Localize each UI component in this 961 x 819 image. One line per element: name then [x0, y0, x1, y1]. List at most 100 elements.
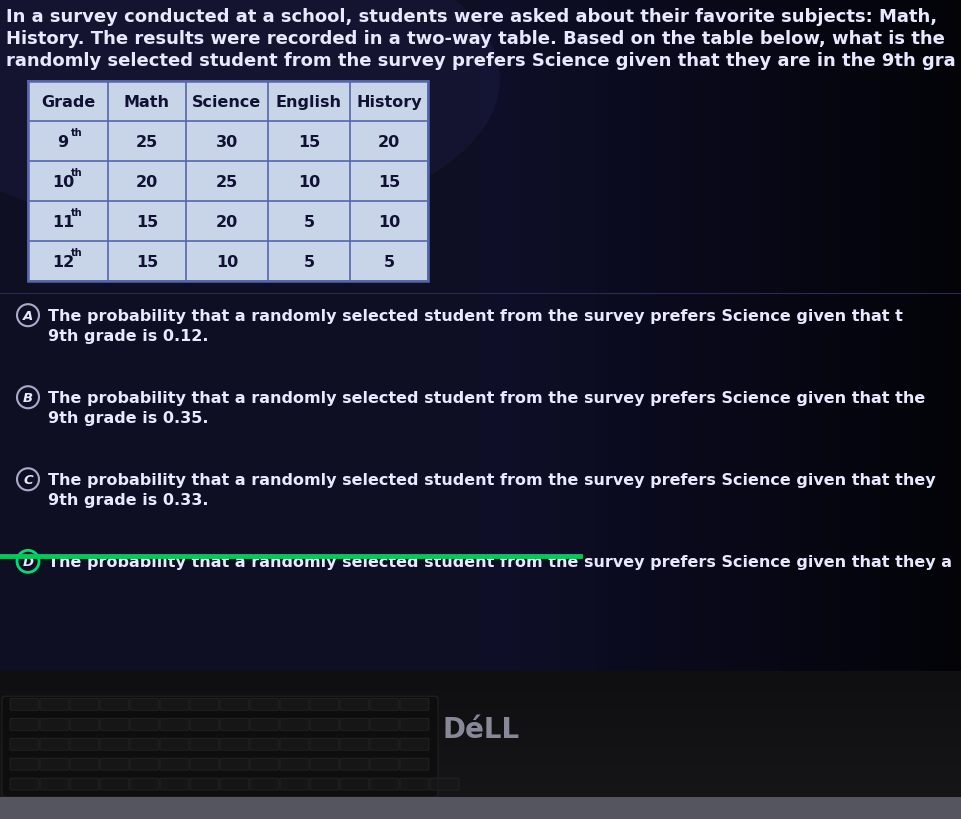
FancyBboxPatch shape [40, 758, 69, 770]
FancyBboxPatch shape [10, 738, 39, 750]
Text: 10: 10 [378, 215, 400, 229]
Text: 25: 25 [136, 134, 158, 149]
FancyBboxPatch shape [309, 778, 338, 790]
FancyBboxPatch shape [70, 718, 99, 731]
FancyBboxPatch shape [250, 699, 279, 710]
Text: 20: 20 [378, 134, 400, 149]
FancyBboxPatch shape [220, 778, 249, 790]
Text: 20: 20 [136, 174, 158, 189]
FancyBboxPatch shape [250, 758, 279, 770]
FancyBboxPatch shape [10, 758, 39, 770]
Text: Grade: Grade [40, 94, 95, 110]
FancyBboxPatch shape [370, 778, 399, 790]
FancyBboxPatch shape [0, 797, 961, 819]
Text: 10: 10 [215, 255, 238, 269]
Text: The probability that a randomly selected student from the survey prefers Science: The probability that a randomly selected… [48, 391, 924, 405]
Text: 15: 15 [136, 255, 158, 269]
Ellipse shape [0, 0, 500, 230]
Text: 10: 10 [298, 174, 320, 189]
FancyBboxPatch shape [370, 758, 399, 770]
FancyBboxPatch shape [190, 738, 219, 750]
FancyBboxPatch shape [130, 758, 159, 770]
FancyBboxPatch shape [40, 738, 69, 750]
FancyBboxPatch shape [10, 699, 39, 710]
FancyBboxPatch shape [370, 738, 399, 750]
FancyBboxPatch shape [250, 778, 279, 790]
FancyBboxPatch shape [370, 718, 399, 731]
Text: 9: 9 [58, 134, 68, 149]
FancyBboxPatch shape [220, 718, 249, 731]
Text: 10: 10 [52, 174, 74, 189]
FancyBboxPatch shape [2, 696, 437, 797]
FancyBboxPatch shape [70, 699, 99, 710]
FancyBboxPatch shape [70, 738, 99, 750]
Text: th: th [71, 168, 83, 178]
Text: 25: 25 [215, 174, 238, 189]
FancyBboxPatch shape [339, 718, 369, 731]
FancyBboxPatch shape [280, 738, 308, 750]
Text: 30: 30 [215, 134, 238, 149]
Text: The probability that a randomly selected student from the survey prefers Science: The probability that a randomly selected… [48, 473, 935, 487]
FancyBboxPatch shape [190, 758, 219, 770]
FancyBboxPatch shape [10, 778, 39, 790]
Text: History: History [356, 94, 421, 110]
Text: 12: 12 [52, 255, 74, 269]
FancyBboxPatch shape [160, 699, 188, 710]
FancyBboxPatch shape [339, 758, 369, 770]
Text: History. The results were recorded in a two-way table. Based on the table below,: History. The results were recorded in a … [6, 30, 944, 48]
FancyBboxPatch shape [100, 718, 129, 731]
Text: 11: 11 [52, 215, 74, 229]
FancyBboxPatch shape [130, 778, 159, 790]
FancyBboxPatch shape [400, 758, 429, 770]
FancyBboxPatch shape [160, 738, 188, 750]
Text: C: C [23, 473, 33, 486]
FancyBboxPatch shape [339, 778, 369, 790]
FancyBboxPatch shape [400, 738, 429, 750]
Text: 9th grade is 0.12.: 9th grade is 0.12. [48, 328, 209, 344]
FancyBboxPatch shape [250, 738, 279, 750]
Text: th: th [71, 128, 83, 138]
FancyBboxPatch shape [130, 699, 159, 710]
FancyBboxPatch shape [309, 699, 338, 710]
Text: The probability that a randomly selected student from the survey prefers Science: The probability that a randomly selected… [48, 554, 951, 570]
Text: 5: 5 [383, 255, 394, 269]
Text: English: English [276, 94, 342, 110]
FancyBboxPatch shape [130, 738, 159, 750]
FancyBboxPatch shape [339, 699, 369, 710]
FancyBboxPatch shape [100, 758, 129, 770]
FancyBboxPatch shape [160, 758, 188, 770]
FancyBboxPatch shape [370, 699, 399, 710]
Text: A: A [23, 310, 33, 323]
FancyBboxPatch shape [309, 758, 338, 770]
Text: 9th grade is 0.35.: 9th grade is 0.35. [48, 411, 209, 426]
FancyBboxPatch shape [100, 738, 129, 750]
FancyBboxPatch shape [40, 699, 69, 710]
FancyBboxPatch shape [40, 718, 69, 731]
Text: th: th [71, 208, 83, 218]
FancyBboxPatch shape [280, 778, 308, 790]
FancyBboxPatch shape [70, 758, 99, 770]
Text: DéLL: DéLL [442, 715, 519, 744]
Text: D: D [22, 555, 34, 568]
FancyBboxPatch shape [280, 758, 308, 770]
FancyBboxPatch shape [160, 778, 188, 790]
FancyBboxPatch shape [10, 718, 39, 731]
FancyBboxPatch shape [400, 778, 429, 790]
FancyBboxPatch shape [400, 718, 429, 731]
FancyBboxPatch shape [70, 778, 99, 790]
Text: In a survey conducted at a school, students were asked about their favorite subj: In a survey conducted at a school, stude… [6, 8, 936, 26]
Text: 5: 5 [303, 255, 314, 269]
Text: 15: 15 [136, 215, 158, 229]
FancyBboxPatch shape [160, 718, 188, 731]
FancyBboxPatch shape [220, 699, 249, 710]
Text: 15: 15 [298, 134, 320, 149]
FancyBboxPatch shape [190, 699, 219, 710]
FancyBboxPatch shape [250, 718, 279, 731]
Text: randomly selected student from the survey prefers Science given that they are in: randomly selected student from the surve… [6, 52, 954, 70]
Text: th: th [71, 248, 83, 258]
FancyBboxPatch shape [40, 778, 69, 790]
Text: Math: Math [124, 94, 170, 110]
FancyBboxPatch shape [220, 738, 249, 750]
Text: 5: 5 [303, 215, 314, 229]
FancyBboxPatch shape [28, 82, 428, 282]
